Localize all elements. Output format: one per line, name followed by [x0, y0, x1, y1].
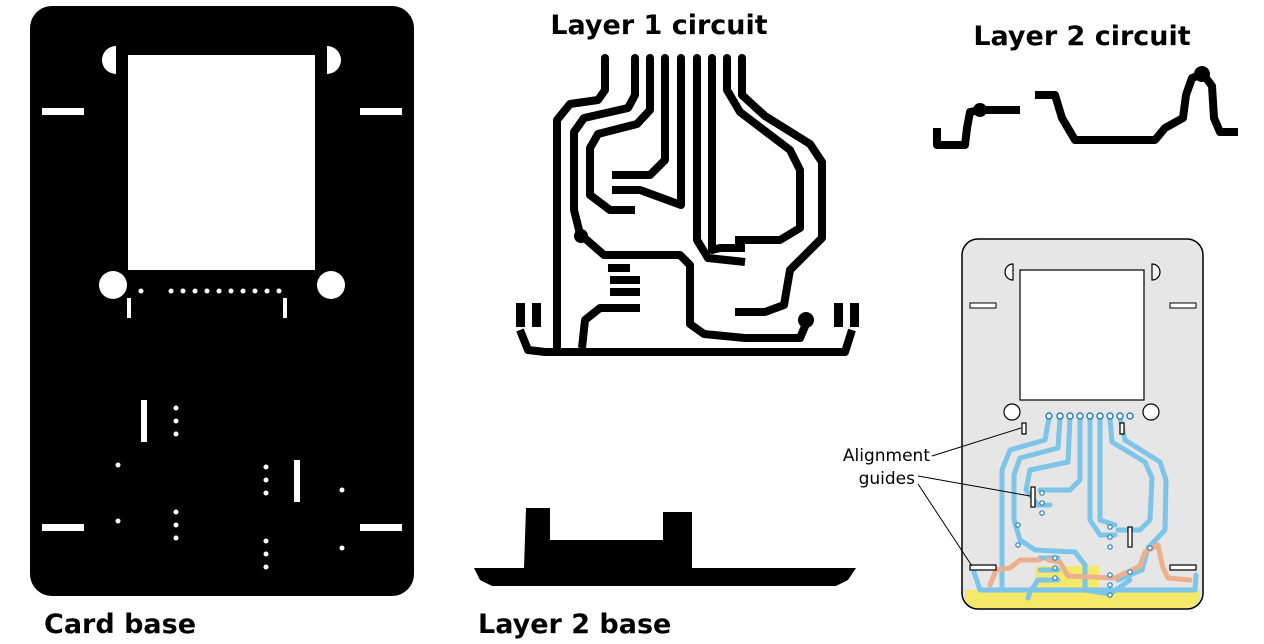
layer1-trace [516, 328, 856, 356]
card-base-hole-top-left [102, 46, 116, 74]
assembled-card [961, 238, 1204, 610]
assembled-hole-bottom-right [1142, 403, 1160, 421]
card-base-hole-top-right [327, 46, 341, 74]
layer1-trace [570, 93, 639, 235]
card-base-body [30, 6, 414, 596]
layer1-trace [612, 157, 668, 179]
assembled-slot [969, 302, 997, 309]
layer1-trace [693, 237, 746, 266]
assembled-layer2-traces [987, 542, 1193, 588]
assembled-hole-top-right [1151, 263, 1161, 281]
layer2-trace [1035, 70, 1238, 144]
card-base-dots-components [115, 405, 345, 570]
alignment-guides-leader-lines [917, 427, 1031, 567]
assembled-hole-bottom-left [1003, 403, 1021, 421]
layer1-connector-pins [601, 54, 746, 254]
layer1-trace [711, 244, 745, 254]
layer1-pads [516, 229, 859, 328]
assembled-alignment-guides [969, 422, 1197, 571]
layer1-trace [612, 186, 683, 209]
card-base-slot [141, 400, 147, 442]
layer2-base [474, 508, 856, 586]
assembled-card-window [1019, 269, 1145, 401]
card-base-hole-bottom-right [317, 271, 345, 299]
card-base-slot [127, 298, 131, 318]
alignment-guides-label-line1: Alignment [843, 446, 930, 466]
card-base-slot [42, 524, 84, 531]
assembled-base-overlay [965, 590, 1200, 608]
card-base-slot [360, 108, 402, 115]
layer1-trace [553, 87, 609, 348]
card-base-slot [294, 460, 300, 502]
card-base-slot [283, 298, 287, 318]
assembled-component-pads [1015, 490, 1153, 598]
layer2-trace [933, 106, 981, 149]
card-base [30, 6, 414, 596]
card-base-dots-connector [138, 288, 282, 294]
layer1-circuit [516, 54, 859, 356]
assembled-hole-top-left [1004, 263, 1014, 281]
layer1-trace [735, 92, 826, 316]
card-base-window [128, 55, 315, 270]
layer2-pads [973, 66, 1210, 117]
assembled-slot [1169, 302, 1197, 309]
card-base-hole-bottom-left [99, 271, 127, 299]
layer2-circuit-label: Layer 2 circuit [973, 21, 1190, 52]
layer1-trace [577, 230, 810, 342]
layer2-base-shape [474, 508, 856, 586]
layer2-circuit [933, 66, 1238, 149]
layer1-trace [578, 304, 640, 349]
alignment-guides-label-line2: guides [859, 469, 916, 489]
assembled-connector-pads [1045, 412, 1134, 420]
card-base-slot [360, 524, 402, 531]
layer1-trace [586, 107, 653, 214]
layer2-base-label: Layer 2 base [478, 609, 671, 640]
card-base-label: Card base [44, 609, 196, 640]
layer1-circuit-label: Layer 1 circuit [550, 10, 767, 41]
layer1-trace [723, 87, 804, 244]
card-base-slot [42, 108, 84, 115]
